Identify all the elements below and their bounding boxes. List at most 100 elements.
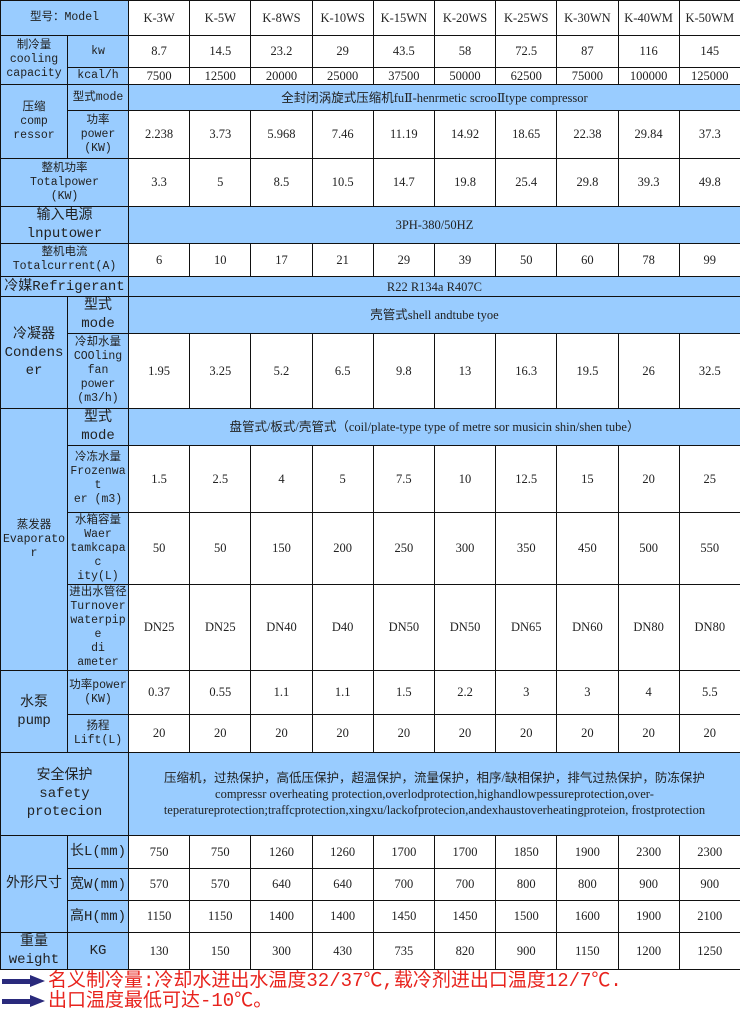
model-header-cell: K-15WN (373, 1, 434, 36)
value-cell: 1.5 (129, 446, 190, 513)
safety-value: 压缩机，过热保护，高低压保护，超温保护，流量保护，相序/缺相保护，排气过热保护，… (129, 753, 740, 836)
condenser-label: 冷凝器 Condenser (1, 297, 68, 409)
model-header-cell: K-30WN (557, 1, 618, 36)
value-cell: 39.3 (618, 159, 679, 207)
value-cell: 21 (312, 244, 373, 277)
value-cell: 500 (618, 513, 679, 585)
value-cell: 2.2 (434, 671, 495, 715)
value-cell: 20 (190, 715, 251, 753)
refrigerant-label: 冷媒Refrigerant (1, 277, 129, 297)
value-cell: 18.65 (496, 111, 557, 159)
value-cell: 900 (618, 869, 679, 901)
value-cell: DN25 (129, 585, 190, 671)
value-cell: 7500 (129, 68, 190, 85)
value-cell: 6 (129, 244, 190, 277)
value-cell: 3.73 (190, 111, 251, 159)
model-header-cell: K-20WS (434, 1, 495, 36)
compressor-power-label: 功率 power (KW) (68, 111, 129, 159)
value-cell: 5.2 (251, 334, 312, 409)
condenser-mode-label: 型式mode (68, 297, 129, 334)
value-cell: DN50 (373, 585, 434, 671)
evaporator-mode-value: 盘管式/板式/壳管式（coil/plate-type type of metre… (129, 409, 740, 446)
value-cell: 130 (129, 933, 190, 970)
value-cell: 250 (373, 513, 434, 585)
total-current-label: 整机电流 Totalcurrent(A) (1, 244, 129, 277)
value-cell: 19.5 (557, 334, 618, 409)
value-cell: 350 (496, 513, 557, 585)
value-cell: 25 (679, 446, 740, 513)
value-cell: 13 (434, 334, 495, 409)
condenser-mode-value: 壳管式shell andtube tyoe (129, 297, 740, 334)
value-cell: 14.92 (434, 111, 495, 159)
value-cell: 9.8 (373, 334, 434, 409)
model-header-cell: K-5W (190, 1, 251, 36)
value-cell: 150 (190, 933, 251, 970)
value-cell: 550 (679, 513, 740, 585)
value-cell: 735 (373, 933, 434, 970)
value-cell: 4 (618, 671, 679, 715)
value-cell: 20 (251, 715, 312, 753)
total-power-label: 整机功率 Totalpower (KW) (1, 159, 129, 207)
value-cell: 20 (496, 715, 557, 753)
value-cell: 7.46 (312, 111, 373, 159)
value-cell: 1500 (496, 901, 557, 933)
value-cell: 12500 (190, 68, 251, 85)
evaporator-mode-label: 型式mode (68, 409, 129, 446)
value-cell: 4 (251, 446, 312, 513)
value-cell: 25000 (312, 68, 373, 85)
value-cell: 20 (557, 715, 618, 753)
value-cell: 2.5 (190, 446, 251, 513)
pipe-diameter-label: 进出水管径 Turnover waterpipe di ameter (68, 585, 129, 671)
pump-lift-label: 扬程 Lift(L) (68, 715, 129, 753)
value-cell: 2300 (679, 836, 740, 869)
value-cell: 3.3 (129, 159, 190, 207)
value-cell: 1450 (373, 901, 434, 933)
value-cell: 50 (190, 513, 251, 585)
value-cell: DN65 (496, 585, 557, 671)
value-cell: 20 (312, 715, 373, 753)
value-cell: 10 (434, 446, 495, 513)
value-cell: 116 (618, 36, 679, 68)
compressor-mode-label: 型式mode (68, 85, 129, 111)
model-header-cell: K-25WS (496, 1, 557, 36)
model-header-cell: K-10WS (312, 1, 373, 36)
value-cell: 20 (679, 715, 740, 753)
value-cell: 820 (434, 933, 495, 970)
model-header-cell: K-3W (129, 1, 190, 36)
value-cell: 0.55 (190, 671, 251, 715)
value-cell: 800 (496, 869, 557, 901)
value-cell: 900 (496, 933, 557, 970)
value-cell: 1.5 (373, 671, 434, 715)
value-cell: 200 (312, 513, 373, 585)
value-cell: 87 (557, 36, 618, 68)
value-cell: 39 (434, 244, 495, 277)
unit-kcal: kcal/h (68, 68, 129, 85)
value-cell: 750 (190, 836, 251, 869)
value-cell: 8.5 (251, 159, 312, 207)
value-cell: 900 (679, 869, 740, 901)
value-cell: 29.84 (618, 111, 679, 159)
value-cell: 26 (618, 334, 679, 409)
model-header-cell: K-50WM (679, 1, 740, 36)
value-cell: 43.5 (373, 36, 434, 68)
value-cell: 1260 (312, 836, 373, 869)
value-cell: 570 (190, 869, 251, 901)
value-cell: DN25 (190, 585, 251, 671)
value-cell: 12.5 (496, 446, 557, 513)
value-cell: 1150 (557, 933, 618, 970)
value-cell: 1150 (129, 901, 190, 933)
height-label: 高H(mm) (68, 901, 129, 933)
